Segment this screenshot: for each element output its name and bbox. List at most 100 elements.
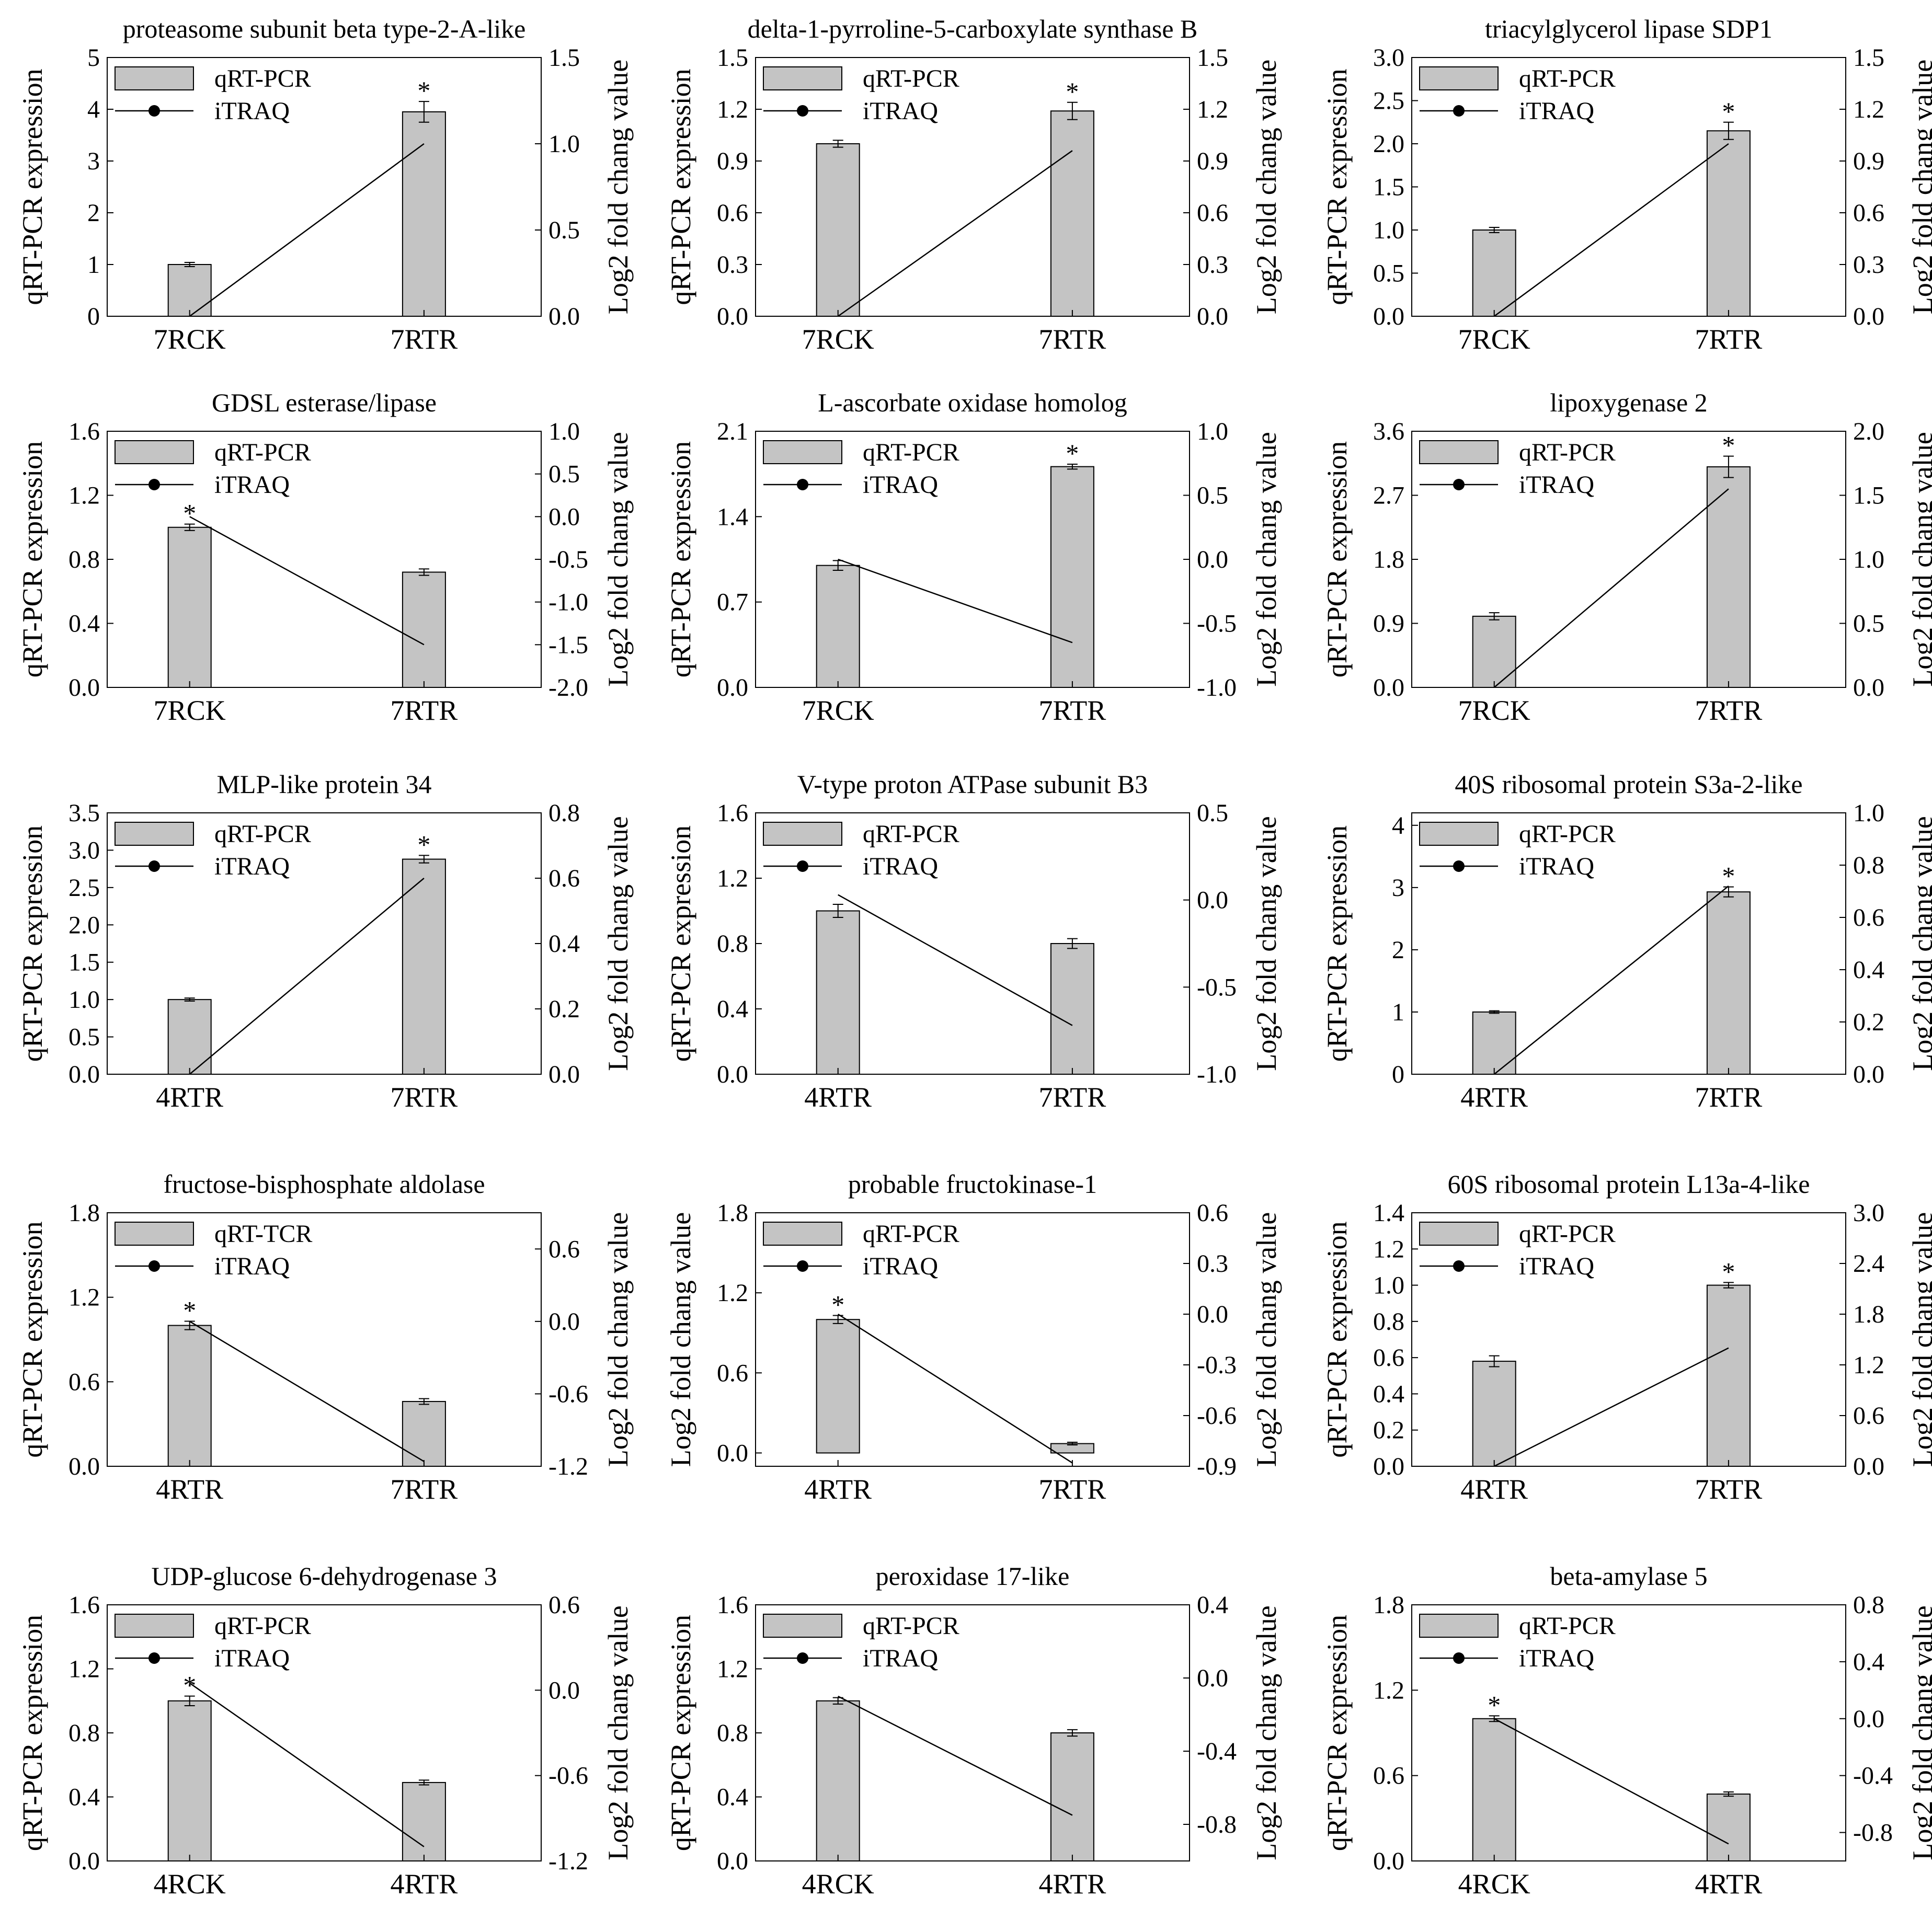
right-y-tick-label: 1.0 [548,130,580,158]
left-y-tick-label: 0.9 [717,147,748,175]
legend-bar-label: qRT-PCR [863,439,959,466]
right-y-tick-label: -1.2 [548,1847,588,1875]
right-y-axis-label: Log2 fold chang value [1251,816,1282,1071]
right-y-tick-label: 1.5 [1853,44,1884,72]
left-y-tick-label: 1.4 [717,503,748,531]
x-tick-label: 4RCK [802,1868,874,1900]
left-y-tick-label: 0.6 [717,199,748,227]
itraq-line [838,1695,1073,1816]
right-y-tick-label: 0.6 [1853,1402,1884,1430]
legend-bar-label: qRT-PCR [214,820,311,848]
left-y-tick-label: 0.3 [717,251,748,279]
right-y-axis-label: Log2 fold chang value [1251,60,1282,314]
x-tick-label: 7RCK [154,695,226,726]
left-y-tick-label: 0.0 [68,1061,100,1088]
chart-title: V-type proton ATPase subunit B3 [797,769,1148,799]
left-y-tick-label: 1.5 [717,44,748,72]
right-y-tick-label: -0.9 [1197,1453,1237,1480]
legend-line-label: iTRAQ [1519,1252,1594,1280]
right-y-tick-label: 0.3 [1197,251,1228,279]
left-y-tick-label: 3 [87,147,100,175]
significance-marker: * [1722,431,1735,460]
left-y-tick-label: 0.0 [1373,303,1404,330]
left-y-axis-label: Log2 fold chang value [665,1212,696,1467]
bar-7RTR [402,1401,446,1467]
right-y-tick-label: 1.2 [1853,96,1884,123]
left-y-tick-label: 1.8 [717,1199,748,1227]
plot-frame [755,1212,1190,1467]
left-y-tick-label: 3.5 [68,799,100,827]
right-y-tick-label: 0.5 [548,461,580,488]
left-y-axis-label: qRT-PCR expression [1321,825,1353,1062]
left-y-axis-label: qRT-PCR expression [665,441,696,677]
left-y-tick-label: 0.4 [717,995,748,1023]
left-y-tick-label: 0.0 [1373,1453,1404,1480]
legend-line-label: iTRAQ [863,1645,938,1672]
left-y-axis-label: qRT-PCR expression [1321,68,1353,305]
itraq-line [189,1682,425,1847]
itraq-line [1494,1718,1729,1845]
left-y-tick-label: 2 [87,199,100,227]
chart-panel-9: 40S ribosomal protein S3a-2-like 0 1 2 3 4 0.0… [1321,769,1932,1113]
left-y-tick-label: 0.0 [68,674,100,702]
itraq-line [189,143,425,317]
legend-bar-swatch [763,822,842,846]
left-y-axis-label: qRT-PCR expression [17,1221,48,1457]
x-tick-label: 7RTR [391,695,458,726]
right-y-tick-label: 0.0 [1853,1453,1884,1480]
left-y-tick-label: 0.0 [717,1439,748,1467]
legend-bar-swatch [763,440,842,464]
right-y-tick-label: -0.6 [548,1380,588,1408]
chart-panel-7: MLP-like protein 34 0.0 0.5 1.0 1.5 2.0 2.5 3.0… [17,769,634,1113]
left-y-tick-label: 0.6 [1373,1762,1404,1790]
left-y-axis-label: qRT-PCR expression [1321,441,1353,677]
x-tick-label: 4RTR [804,1474,872,1505]
significance-marker: * [417,76,430,105]
itraq-line [1493,143,1729,317]
significance-marker: * [417,830,430,859]
right-y-axis-label: Log2 fold chang value [602,60,634,314]
x-tick-label: 4RTR [1039,1868,1106,1900]
legend-line-label: iTRAQ [863,853,938,880]
left-y-tick-label: 0.8 [717,1719,748,1747]
right-y-tick-label: 1.5 [1853,482,1884,510]
legend-line-marker [148,1260,160,1272]
right-y-tick-label: 0.6 [548,1591,580,1619]
right-y-tick-label: -1.5 [548,631,588,659]
bar-7RCK [816,565,860,688]
right-y-tick-label: 0.0 [1853,1061,1884,1088]
left-y-tick-label: 1.2 [1373,1676,1404,1704]
x-tick-label: 4RTR [1460,1474,1528,1505]
left-y-tick-label: 0.7 [717,589,748,616]
left-y-tick-label: 3.0 [68,836,100,864]
chart-title: fructose-bisphosphate aldolase [163,1169,485,1199]
significance-marker: * [1722,97,1735,126]
right-y-tick-label: -0.5 [1197,973,1237,1001]
legend-line-marker [797,1652,808,1664]
right-y-tick-label: -0.8 [1197,1811,1237,1838]
left-y-tick-label: 2.0 [1373,130,1404,158]
x-tick-label: 7RTR [1695,324,1763,355]
x-tick-label: 4RTR [391,1868,458,1900]
right-y-tick-label: 0.0 [1197,1301,1228,1328]
right-y-axis-label: Log2 fold chang value [1907,816,1932,1071]
left-y-axis-label: qRT-PCR expression [17,441,48,677]
significance-marker: * [1488,1690,1501,1719]
left-y-tick-label: 1.5 [1373,174,1404,201]
legend-bar-label: qRT-PCR [863,1612,959,1640]
chart-panel-8: V-type proton ATPase subunit B3 0.0 0.4 0.8… [665,769,1282,1113]
chart-title: GDSL esterase/lipase [212,388,437,417]
legend-bar-label: qRT-PCR [214,1612,311,1640]
right-y-tick-label: 0.2 [1853,1008,1884,1036]
right-y-tick-label: 0.8 [1853,1591,1884,1619]
right-y-tick-label: 0.3 [1853,251,1884,279]
left-y-tick-label: 0.0 [717,1847,748,1875]
bar-7RTR [402,111,446,317]
left-y-tick-label: 3 [1392,874,1404,902]
left-y-tick-label: 0 [87,303,100,330]
right-y-tick-label: 0.0 [548,503,580,531]
plot-frame [1411,1212,1846,1467]
left-y-tick-label: 2 [1392,936,1404,964]
left-y-tick-label: 1.8 [1373,546,1404,573]
